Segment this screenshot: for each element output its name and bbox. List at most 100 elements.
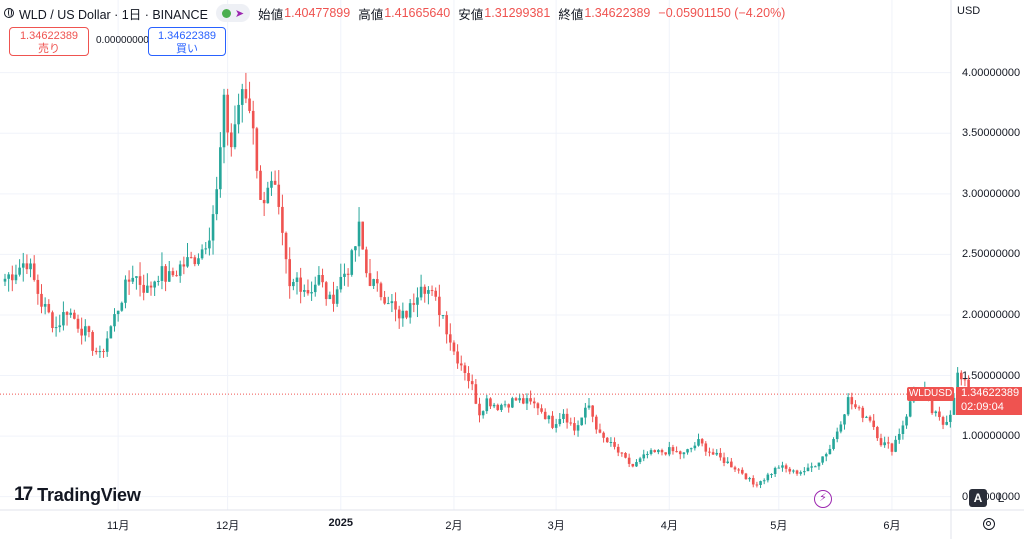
candle-body xyxy=(248,98,251,111)
candle-body xyxy=(339,276,343,290)
candle-body xyxy=(956,372,959,398)
auto-scale-button[interactable]: A xyxy=(969,489,987,507)
candle-body xyxy=(25,263,29,270)
candle-body xyxy=(164,266,167,282)
symbol-title[interactable]: WLD / US Dollar · 1日 · BINANCE xyxy=(19,7,208,22)
last-price-tag: 1.34622389 02:09:04 xyxy=(956,387,1022,416)
candle-body xyxy=(200,249,204,259)
candle-body xyxy=(211,214,215,241)
candle-body xyxy=(751,478,755,485)
bolt-icon[interactable]: ⚡ xyxy=(814,490,832,508)
change-value: −0.05901150 (−4.20%) xyxy=(658,6,786,20)
candle-body xyxy=(452,342,456,352)
candle-body xyxy=(963,379,967,381)
candle-body xyxy=(949,414,952,422)
candle-body xyxy=(222,94,226,148)
candle-body xyxy=(930,397,934,414)
candle-body xyxy=(839,424,843,432)
settings-icon[interactable] xyxy=(983,518,995,530)
candle-body xyxy=(664,452,667,455)
candle-body xyxy=(799,472,802,474)
y-tick-label: 2.50000000 xyxy=(962,248,1021,261)
candle-body xyxy=(313,284,317,293)
candle-body xyxy=(678,451,682,455)
candle-body xyxy=(686,449,689,453)
eye-icon[interactable] xyxy=(221,8,231,18)
y-tick-label: 1.50000000 xyxy=(962,369,1021,382)
candle-body xyxy=(817,462,821,467)
candle-body xyxy=(288,259,291,287)
candle-body xyxy=(500,404,503,410)
candle-body xyxy=(960,372,963,380)
candle-body xyxy=(357,221,361,247)
candle-body xyxy=(507,404,510,408)
candle-body xyxy=(321,274,324,283)
candle-body xyxy=(317,274,321,285)
candle-body xyxy=(938,411,941,418)
candle-body xyxy=(605,437,609,443)
candle-body xyxy=(609,442,613,444)
candle-body xyxy=(303,290,306,292)
candle-body xyxy=(430,290,434,292)
candle-body xyxy=(87,326,91,333)
visibility-toggle[interactable]: ➤ xyxy=(215,4,251,22)
buy-label: 買い xyxy=(176,42,198,55)
candle-body xyxy=(668,447,671,455)
x-tick-label: 4月 xyxy=(660,520,678,532)
candle-body xyxy=(306,290,310,294)
x-tick-label: 5月 xyxy=(770,520,788,532)
candle-body xyxy=(876,427,879,439)
candle-body xyxy=(419,286,423,298)
sell-button[interactable]: 1.34622389 売り xyxy=(9,27,89,56)
candle-body xyxy=(36,279,40,294)
candle-body xyxy=(584,407,587,418)
candle-body xyxy=(292,282,295,287)
candle-body xyxy=(518,398,521,401)
share-icon[interactable]: ➤ xyxy=(234,7,245,20)
candle-body xyxy=(689,448,693,450)
candle-body xyxy=(365,249,368,274)
candle-body xyxy=(857,407,861,409)
candle-body xyxy=(616,446,620,453)
candle-body xyxy=(525,398,529,404)
candle-body xyxy=(496,404,500,410)
log-scale-button[interactable]: L xyxy=(997,491,1005,505)
candle-body xyxy=(868,416,872,421)
candle-body xyxy=(770,474,773,476)
candle-body xyxy=(478,403,481,416)
open-label: 始値 xyxy=(258,7,284,22)
candle-body xyxy=(416,297,419,305)
candle-body xyxy=(905,416,908,426)
buy-button[interactable]: 1.34622389 買い xyxy=(148,27,226,56)
high-value: 1.41665640 xyxy=(384,6,451,20)
candle-body xyxy=(854,404,857,408)
globe-icon xyxy=(4,8,14,18)
candle-body xyxy=(562,413,565,420)
y-tick-label: 3.00000000 xyxy=(962,187,1021,200)
candle-body xyxy=(591,405,594,417)
candle-body xyxy=(113,314,116,327)
bar-countdown: 02:09:04 xyxy=(961,400,1004,413)
candle-body xyxy=(423,286,427,294)
candle-body xyxy=(693,445,697,449)
candle-body xyxy=(543,411,547,420)
x-tick-label: 2025 xyxy=(328,517,354,529)
candle-body xyxy=(492,404,496,407)
candle-body xyxy=(401,310,405,319)
y-tick-label: 4.00000000 xyxy=(962,66,1021,79)
candle-body xyxy=(726,461,729,463)
candle-body xyxy=(861,407,865,418)
candle-body xyxy=(872,420,875,428)
candle-body xyxy=(7,274,10,279)
candle-body xyxy=(846,397,850,415)
currency-selector[interactable]: USD xyxy=(957,5,981,17)
x-tick-label: 3月 xyxy=(547,520,565,532)
candle-body xyxy=(554,424,558,428)
candle-body xyxy=(94,350,98,353)
candle-body xyxy=(580,417,583,426)
candle-body xyxy=(138,276,142,285)
candle-body xyxy=(284,232,288,260)
tradingview-logo[interactable]: 17 TradingView xyxy=(14,484,141,506)
logo-mark: 17 xyxy=(14,484,33,505)
